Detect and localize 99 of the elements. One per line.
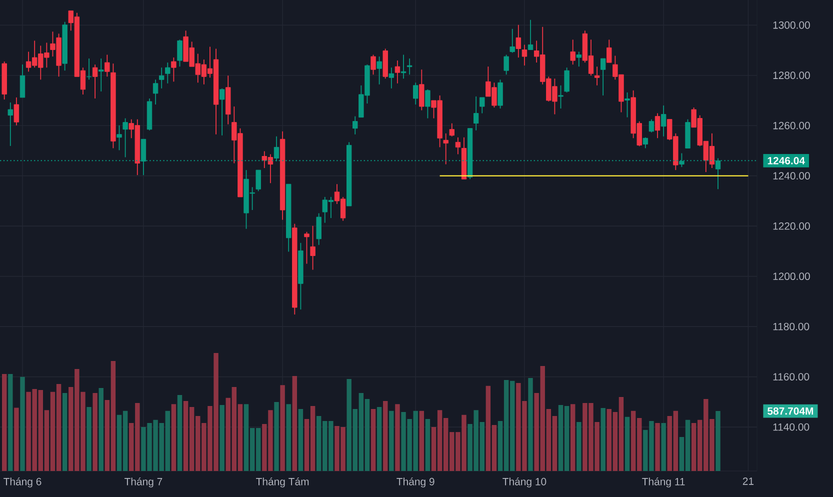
candlestick bbox=[376, 56, 382, 85]
candlestick bbox=[304, 231, 310, 264]
candlestick bbox=[443, 132, 448, 165]
bar bbox=[14, 408, 19, 471]
x-tick-label: Tháng 7 bbox=[124, 478, 162, 488]
bar bbox=[376, 407, 382, 471]
candlestick bbox=[558, 84, 564, 109]
y-tick-label: 1160.00 bbox=[773, 373, 810, 381]
candlestick bbox=[98, 58, 104, 92]
candlestick bbox=[516, 24, 522, 58]
candlestick bbox=[660, 105, 666, 137]
candlestick bbox=[413, 82, 418, 105]
bar bbox=[383, 401, 388, 471]
bar bbox=[624, 416, 630, 471]
y-tick-label: 1240.00 bbox=[773, 172, 810, 180]
candlestick bbox=[8, 102, 14, 146]
candlestick bbox=[20, 64, 26, 98]
candlestick bbox=[594, 66, 600, 86]
bar bbox=[2, 374, 7, 471]
bar bbox=[570, 404, 576, 471]
bar bbox=[298, 409, 304, 471]
bar bbox=[98, 388, 104, 471]
candlestick bbox=[14, 97, 20, 126]
bar bbox=[286, 404, 291, 471]
bar bbox=[171, 404, 176, 471]
y-tick-label: 1260.00 bbox=[773, 122, 810, 130]
candlestick bbox=[310, 225, 316, 270]
y-tick-label: 1140.00 bbox=[773, 423, 810, 431]
candlestick bbox=[165, 62, 170, 84]
bar bbox=[661, 422, 666, 471]
candlestick bbox=[576, 51, 582, 68]
x-tick-label: 21 bbox=[742, 478, 754, 485]
candlestick bbox=[504, 54, 509, 76]
bar bbox=[419, 410, 424, 471]
candlestick bbox=[564, 67, 570, 93]
bar bbox=[395, 404, 400, 471]
bar bbox=[280, 385, 285, 471]
bar bbox=[716, 411, 720, 471]
bar bbox=[220, 405, 224, 471]
candlestick bbox=[152, 79, 158, 105]
candlestick bbox=[158, 67, 164, 89]
bar bbox=[86, 407, 92, 471]
candlestick bbox=[104, 54, 110, 78]
y-tick-label: 1300.00 bbox=[773, 21, 810, 29]
y-tick-label: 1220.00 bbox=[773, 222, 810, 230]
candlestick bbox=[455, 136, 461, 155]
y-tick-label: 1180.00 bbox=[773, 322, 810, 330]
x-tick-label: Tháng Tám bbox=[256, 478, 309, 488]
bar bbox=[274, 402, 279, 471]
candlestick bbox=[510, 28, 515, 54]
bar bbox=[177, 394, 182, 471]
candlestick bbox=[92, 64, 98, 99]
candlestick bbox=[648, 118, 654, 133]
candlestick bbox=[606, 39, 612, 63]
candlestick bbox=[256, 170, 261, 192]
candlestick bbox=[316, 212, 322, 246]
x-tick-label: Tháng 10 bbox=[502, 478, 546, 488]
bar bbox=[600, 408, 606, 471]
bar bbox=[576, 422, 582, 471]
bar bbox=[8, 374, 13, 471]
bar bbox=[655, 422, 660, 471]
bar bbox=[92, 392, 98, 471]
x-tick-label: Tháng 6 bbox=[4, 478, 42, 488]
candlestick bbox=[406, 58, 412, 76]
candlestick bbox=[449, 122, 455, 137]
candlestick bbox=[352, 116, 358, 135]
bar bbox=[370, 409, 376, 471]
candlestick bbox=[600, 58, 606, 96]
bar bbox=[62, 392, 68, 471]
text: 587.704M bbox=[768, 407, 814, 415]
x-tick-label: Tháng 9 bbox=[396, 478, 434, 488]
bar bbox=[425, 419, 430, 471]
bar bbox=[20, 376, 25, 471]
candlestick bbox=[370, 54, 376, 76]
candlestick bbox=[654, 112, 660, 139]
candlestick bbox=[473, 96, 479, 131]
y-tick-label: 1200.00 bbox=[773, 272, 810, 280]
y-tick-label: 1280.00 bbox=[773, 72, 810, 80]
candlestick bbox=[419, 69, 424, 111]
bar bbox=[292, 376, 298, 471]
candlestick bbox=[480, 97, 485, 114]
ref-line-label: 1246.04 bbox=[768, 156, 805, 164]
bar bbox=[389, 410, 394, 471]
x-tick-label: Tháng 11 bbox=[642, 478, 685, 488]
candlestick bbox=[498, 79, 503, 109]
candlestick bbox=[122, 118, 128, 158]
candlestick bbox=[570, 39, 576, 65]
candlestick bbox=[642, 136, 648, 149]
candlestick bbox=[116, 124, 122, 151]
candlestick bbox=[528, 19, 534, 50]
candlestick bbox=[624, 92, 630, 118]
candlestick bbox=[425, 88, 430, 119]
candlestick bbox=[171, 57, 176, 82]
candlestick bbox=[177, 39, 182, 68]
bar bbox=[528, 378, 533, 471]
candlestick bbox=[219, 88, 225, 136]
candlestick bbox=[388, 67, 394, 89]
candlestick bbox=[394, 60, 400, 84]
candlestick bbox=[522, 44, 528, 66]
